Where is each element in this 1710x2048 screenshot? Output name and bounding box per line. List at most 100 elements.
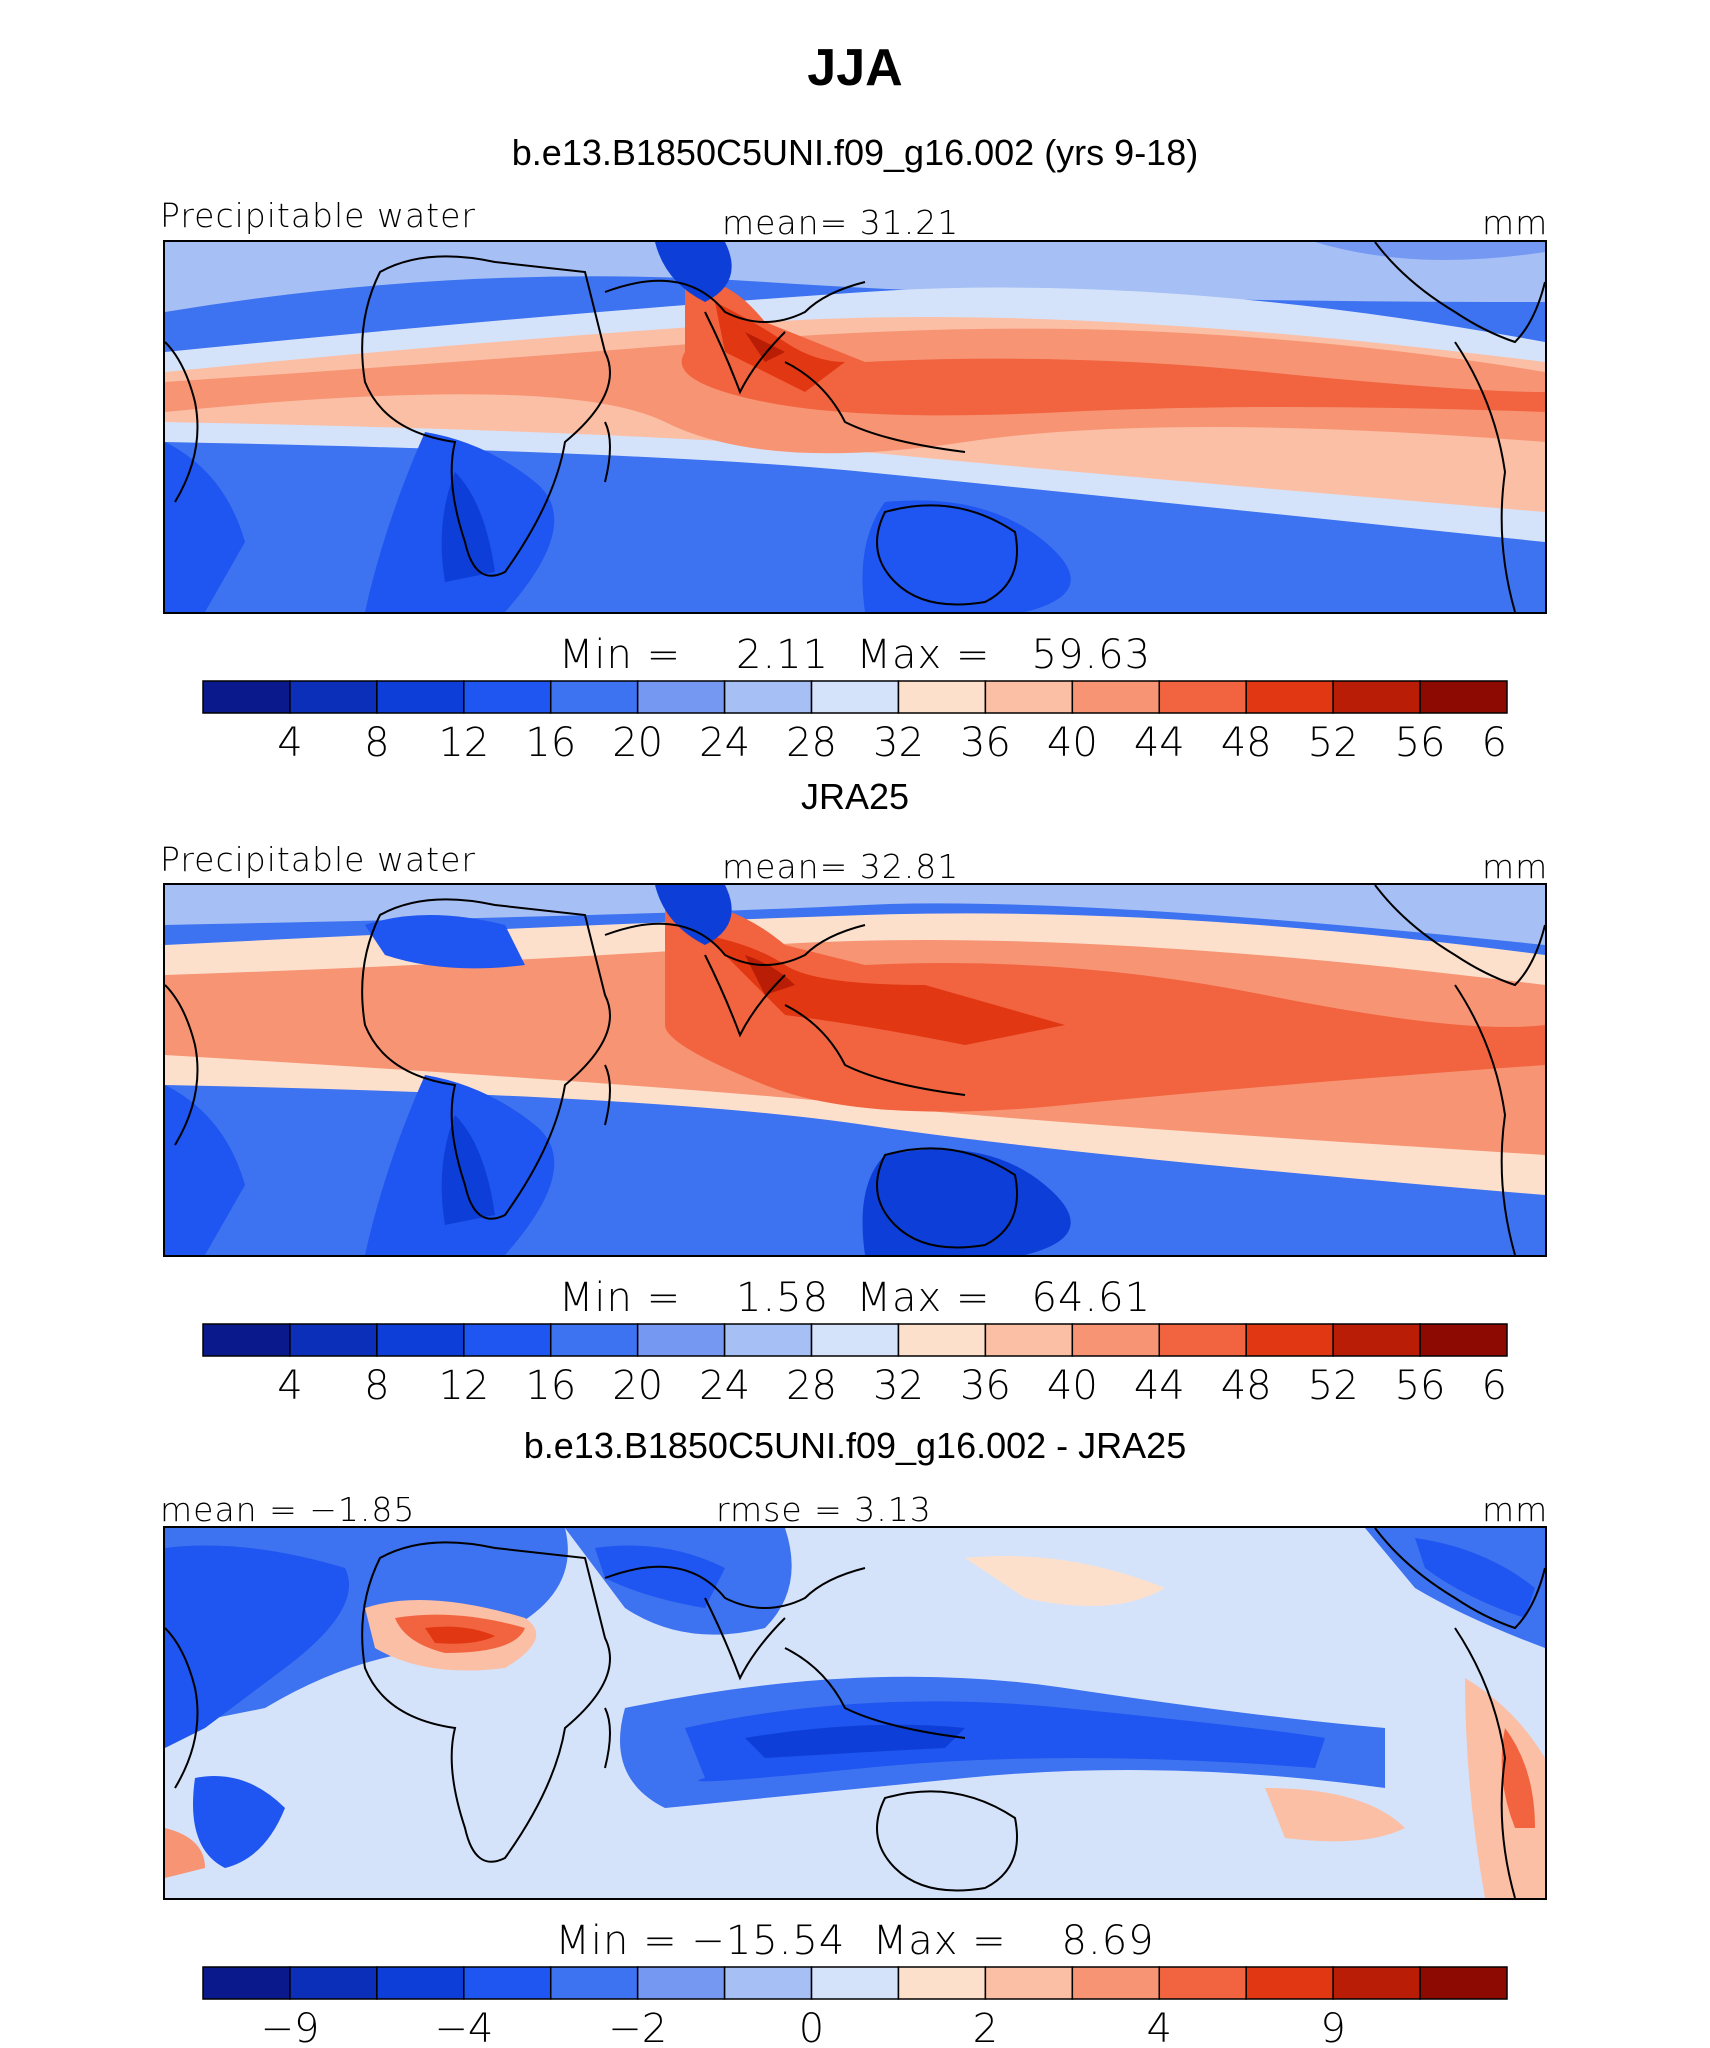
colorbar-box — [810, 1323, 900, 1357]
colorbar-tick-label: 28 — [786, 720, 837, 766]
colorbar-box — [723, 1966, 813, 2000]
panel2-units-label: mm — [1482, 847, 1549, 886]
colorbar-box — [1158, 680, 1247, 714]
colorbar-tick-label: 56 — [1395, 1363, 1446, 1409]
colorbar-box — [1332, 680, 1421, 714]
colorbar-box — [289, 1323, 378, 1357]
panel3-minmax: Min = −15.54 Max = 8.69 — [555, 1918, 1155, 1964]
colorbar-box — [202, 1966, 291, 2000]
panel2-minmax: Min = 1.58 Max = 64.61 — [558, 1275, 1152, 1321]
colorbar-box — [463, 680, 552, 714]
colorbar-tick-label: 32 — [873, 720, 924, 766]
colorbar-box — [549, 680, 639, 714]
figure-title: JJA — [807, 39, 903, 97]
colorbar-tick-label: −9 — [260, 2006, 319, 2048]
panel3-rmse-label: rmse = 3.13 — [716, 1490, 932, 1529]
colorbar-tick-label: 48 — [1221, 1363, 1272, 1409]
colorbar-box — [202, 680, 291, 714]
colorbar-tick-label: 40 — [1047, 1363, 1098, 1409]
colorbar-box — [376, 1323, 465, 1357]
colorbar-tick-label: −4 — [434, 2006, 493, 2048]
colorbar-tick-label: 28 — [786, 1363, 837, 1409]
colorbar-tick-label: 4 — [277, 1363, 302, 1409]
colorbar-box — [897, 1323, 987, 1357]
colorbar-box — [1419, 1323, 1508, 1357]
colorbar-box — [984, 1966, 1074, 2000]
panel2-colorbar: 4812162024283236404448525660 — [202, 1323, 1508, 1409]
colorbar-tick-label: 8 — [364, 1363, 389, 1409]
panel1-colorbar: 4812162024283236404448525660 — [202, 680, 1508, 766]
colorbar-tick-label: 36 — [960, 1363, 1011, 1409]
colorbar-box — [1158, 1966, 1247, 2000]
colorbar-box — [463, 1323, 552, 1357]
colorbar-box — [1071, 680, 1161, 714]
panel2-mean-label: mean= 32.81 — [722, 847, 960, 886]
colorbar-tick-label: 12 — [438, 1363, 489, 1409]
colorbar-box — [984, 680, 1074, 714]
panel1-variable-label: Precipitable water — [160, 196, 476, 235]
colorbar-tick-label: 52 — [1308, 720, 1359, 766]
colorbar-box — [810, 1966, 900, 2000]
colorbar-box — [549, 1966, 639, 2000]
panel2-subtitle: JRA25 — [800, 776, 910, 817]
colorbar-tick-label: 20 — [612, 1363, 663, 1409]
colorbar-tick-label: 12 — [438, 720, 489, 766]
colorbar-tick-label: 9 — [1320, 2006, 1345, 2048]
colorbar-tick-label: 36 — [960, 720, 1011, 766]
colorbar-box — [1419, 1966, 1508, 2000]
colorbar-box — [1419, 680, 1508, 714]
colorbar-tick-label: 0 — [799, 2006, 824, 2048]
colorbar-box — [549, 1323, 639, 1357]
colorbar-tick-label: 16 — [525, 1363, 576, 1409]
colorbar-box — [1332, 1966, 1421, 2000]
colorbar-box — [202, 1323, 291, 1357]
panel3-units-label: mm — [1482, 1490, 1549, 1529]
panel1-subtitle: b.e13.B1850C5UNI.f09_g16.002 (yrs 9-18) — [511, 132, 1199, 173]
colorbar-tick-label: 52 — [1308, 1363, 1359, 1409]
panel3-map — [163, 1526, 1547, 1900]
colorbar-tick-label: 2 — [973, 2006, 998, 2048]
colorbar-tick-label: 8 — [364, 720, 389, 766]
colorbar-box — [723, 680, 813, 714]
colorbar-tick-label: 44 — [1134, 1363, 1185, 1409]
colorbar-tick-label: 44 — [1134, 720, 1185, 766]
colorbar-box — [1158, 1323, 1247, 1357]
colorbar-box — [636, 1323, 726, 1357]
colorbar-box — [723, 1323, 813, 1357]
colorbar-tick-label: 32 — [873, 1363, 924, 1409]
colorbar-box — [984, 1323, 1074, 1357]
colorbar-box — [636, 680, 726, 714]
colorbar-box — [376, 680, 465, 714]
panel2-variable-label: Precipitable water — [160, 840, 476, 879]
panel3-colorbar: −9 −4 −2 0 2 4 9 — [202, 1966, 1508, 2048]
colorbar-box — [1332, 1323, 1421, 1357]
colorbar-tick-label: 16 — [525, 720, 576, 766]
colorbar-box — [897, 1966, 987, 2000]
colorbar-box — [289, 1966, 378, 2000]
colorbar-box — [1071, 1323, 1161, 1357]
panel1-map — [163, 240, 1547, 614]
colorbar-box — [810, 680, 900, 714]
colorbar-tick-label: 20 — [612, 720, 663, 766]
panel1-mean-label: mean= 31.21 — [722, 203, 960, 242]
colorbar-box — [463, 1966, 552, 2000]
panel1-minmax: Min = 2.11 Max = 59.63 — [558, 632, 1152, 678]
colorbar-tick-label: 40 — [1047, 720, 1098, 766]
panel2-map — [163, 883, 1547, 1257]
colorbar-tick-label: 60 — [1482, 1363, 1508, 1409]
panel1-units-label: mm — [1482, 203, 1549, 242]
colorbar-tick-label: 24 — [699, 1363, 750, 1409]
colorbar-tick-label: −2 — [608, 2006, 667, 2048]
colorbar-box — [1245, 1966, 1334, 2000]
colorbar-tick-label: 24 — [699, 720, 750, 766]
colorbar-tick-label: 60 — [1482, 720, 1508, 766]
colorbar-tick-label: 48 — [1221, 720, 1272, 766]
colorbar-box — [1245, 1323, 1334, 1357]
colorbar-tick-label: 4 — [277, 720, 302, 766]
panel3-subtitle: b.e13.B1850C5UNI.f09_g16.002 - JRA25 — [523, 1425, 1187, 1466]
colorbar-box — [636, 1966, 726, 2000]
colorbar-box — [1071, 1966, 1161, 2000]
panel3-mean-label: mean = −1.85 — [160, 1490, 416, 1529]
colorbar-box — [897, 680, 987, 714]
colorbar-box — [289, 680, 378, 714]
